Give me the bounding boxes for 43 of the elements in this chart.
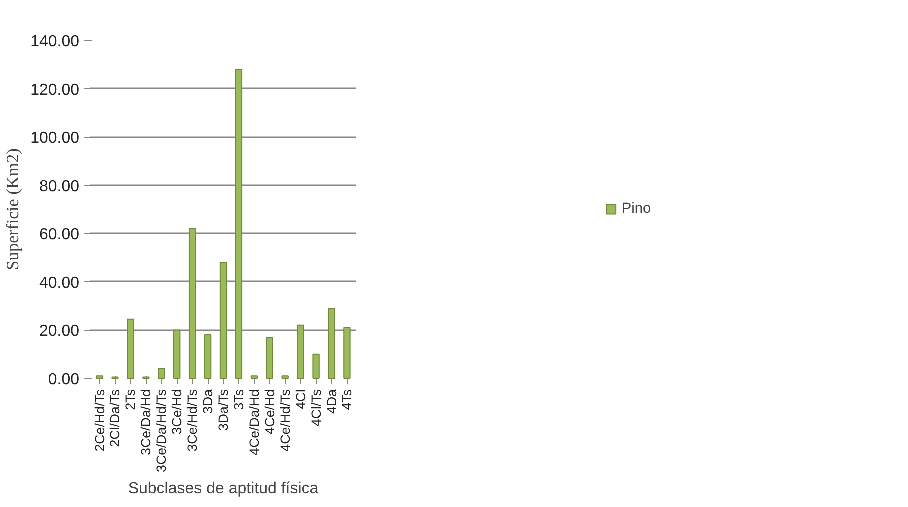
x-tick-label: 2Cl/Da/Ts [108, 389, 123, 448]
bar [127, 318, 134, 379]
bar [328, 308, 336, 379]
bar [220, 262, 228, 379]
x-tick-label: 4Ce/Da/Hd [246, 389, 262, 456]
x-tick-label: 4Ts [340, 389, 355, 410]
x-tick-label: 4Cl [293, 389, 308, 410]
bar [312, 354, 320, 379]
x-tick-label: 4Da [324, 388, 340, 414]
legend-label: Pino [622, 201, 652, 217]
bar [297, 324, 304, 379]
bar [158, 368, 166, 379]
bar [282, 376, 289, 379]
x-axis-title: Subclases de aptitud física [128, 480, 319, 498]
bar [188, 228, 196, 379]
y-tick-label: 60.00 [39, 226, 80, 244]
x-tick-label: 3Ts [231, 389, 246, 410]
bar [266, 336, 274, 379]
y-tick-label: 20.00 [39, 323, 80, 340]
y-tick-label: 140.00 [30, 34, 80, 50]
x-tick-label: 3Ce/Hd/Ts [185, 389, 200, 452]
x-tick-label: 4Ce/Hd [262, 389, 278, 435]
y-tick-label: 80.00 [39, 178, 80, 196]
x-tick-label: 4Cl/Ts [308, 389, 324, 427]
bar [204, 334, 212, 379]
y-tick-label: 0.00 [48, 372, 80, 388]
x-tick-label: 4Ce/Hd/Ts [278, 389, 293, 452]
x-tick-label: 3Da [200, 388, 216, 414]
x-tick-label: 2Ts [123, 389, 138, 410]
x-tick-label: 3Ce/Da/Hd/Ts [154, 389, 170, 472]
x-tick-label: 2Ce/Hd/Ts [92, 389, 108, 452]
bar [96, 376, 104, 379]
bar [235, 68, 243, 379]
y-tick-label: 120.00 [30, 82, 80, 99]
x-tick-label: 3Ce/Hd [170, 389, 185, 435]
bar [174, 330, 181, 379]
y-tick-label: 40.00 [39, 274, 80, 292]
bar [250, 376, 258, 379]
bar [344, 327, 351, 379]
y-tick-label: 100.00 [30, 130, 80, 148]
x-tick-label: 3Ce/Da/Hd [138, 389, 154, 456]
x-tick-label: 3Da/Ts [216, 389, 231, 431]
y-axis-title: Superficie (Km2) [4, 148, 23, 270]
